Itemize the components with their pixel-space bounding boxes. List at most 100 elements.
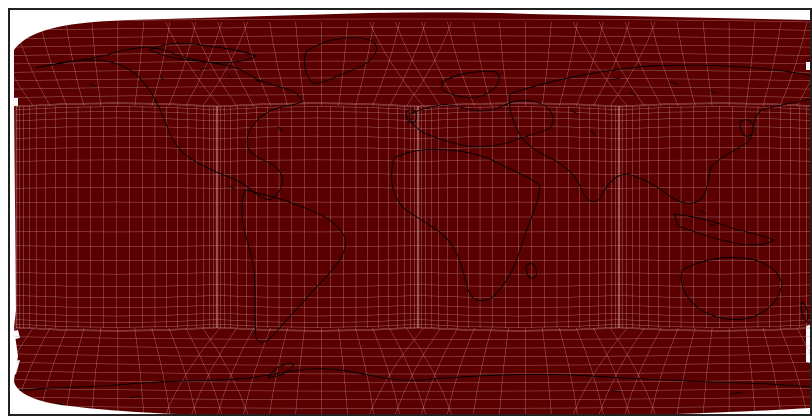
grid-polar-ray	[243, 21, 271, 107]
grid-polar-ray	[598, 21, 645, 107]
gap-left-lower	[10, 330, 20, 340]
grid-parallel	[417, 327, 620, 332]
grid-parallel	[15, 284, 218, 287]
coast-detail	[199, 67, 207, 71]
grid-polar-ring	[14, 353, 810, 358]
grid-polar-ring	[14, 69, 810, 73]
grid-parallel	[417, 103, 620, 108]
grid-parallel	[216, 304, 419, 308]
grid-polar-ray	[372, 327, 400, 414]
grid-polar-ray	[151, 327, 171, 414]
grid-polar-ray	[168, 327, 197, 414]
coast-uk	[405, 108, 417, 124]
grid-polar-ray	[473, 21, 492, 107]
grid-parallel	[216, 126, 419, 130]
grid-parallel	[417, 245, 620, 247]
grid-polar-ray	[395, 21, 441, 107]
grid-polar-ray	[395, 327, 441, 414]
coast-asia	[509, 64, 810, 204]
grid-polar-ring	[14, 94, 810, 98]
grid-parallel	[216, 106, 419, 111]
grid-polar-ray	[676, 327, 696, 414]
coast-antarctica	[14, 368, 810, 393]
grid-polar-ray	[573, 21, 628, 107]
grid-polar-ray	[65, 327, 85, 414]
grid-parallel	[15, 319, 218, 323]
grid-polar-ray	[499, 21, 509, 107]
grid-polar-ray	[593, 21, 630, 107]
grid-polar-ray	[406, 21, 452, 107]
grid-parallel	[618, 323, 810, 328]
coast-detail	[229, 185, 237, 191]
grid-polar-ray	[217, 21, 254, 107]
grid-polar-ring	[14, 344, 810, 349]
grid-parallel	[417, 319, 620, 323]
grid-polar-ring	[14, 35, 810, 40]
grid-parallel	[216, 173, 419, 175]
gap-left-bottom	[10, 360, 20, 376]
grid-parallel	[15, 103, 218, 108]
grid-parallel	[417, 106, 620, 111]
grid-polar-ring	[14, 85, 810, 90]
grid-polar-ray	[202, 21, 249, 107]
grid-polar-ray	[421, 327, 458, 414]
grid-polar-ray	[406, 327, 452, 414]
coast-detail	[589, 129, 597, 137]
grid-parallel	[417, 326, 620, 331]
grid-parallel	[417, 304, 620, 308]
grid-polar-ray	[542, 327, 552, 414]
grid-polar-ring	[14, 396, 810, 401]
grid-polar-ring	[14, 60, 810, 65]
grid-parallel	[417, 126, 620, 130]
panel-gaps	[10, 62, 810, 376]
grid-polar-ring	[14, 336, 810, 340]
grid-polar-ray	[14, 21, 34, 107]
coast-detail	[699, 209, 707, 215]
grid-parallel	[216, 319, 419, 323]
grid-parallel	[618, 147, 810, 150]
grid-parallel	[15, 272, 218, 275]
coast-antarctic-peninsula	[267, 363, 295, 379]
coast-greenland	[303, 37, 377, 85]
grid-parallel	[618, 295, 810, 299]
coast-detail	[709, 223, 717, 227]
grid-parallel	[618, 187, 810, 189]
grid-parallel	[216, 312, 419, 317]
grid-parallel	[618, 126, 810, 130]
coast-detail	[255, 79, 263, 83]
grid-polar-ray	[91, 21, 102, 107]
coast-detail	[729, 391, 743, 395]
grid-polar-ray	[702, 21, 713, 107]
grid-polar-ring	[14, 370, 810, 375]
grid-polar-ray	[168, 21, 197, 107]
grid-parallel	[417, 295, 620, 299]
grid-parallel	[216, 102, 419, 107]
grid-parallel	[216, 327, 419, 332]
grid-parallel	[216, 147, 419, 150]
grid-polar-ray	[624, 21, 662, 107]
grid-polar-ray	[185, 21, 223, 107]
grid-parallel	[15, 295, 218, 299]
grid-polar-ray	[762, 21, 782, 107]
grid-polar-ray	[338, 21, 348, 107]
coast-detail	[629, 91, 637, 97]
grid-parallel	[618, 259, 810, 261]
grid-parallel	[417, 159, 620, 162]
grid-polar-ray	[355, 21, 374, 107]
grid-parallel	[216, 326, 419, 331]
grid-parallel	[15, 323, 218, 328]
grid-parallel	[15, 135, 218, 139]
grid-polar-ray	[191, 21, 237, 107]
coast-detail	[159, 75, 165, 81]
coast-arctic-islands	[149, 42, 257, 64]
grid-polar-ray	[593, 327, 630, 414]
gap-right-lower	[806, 325, 810, 363]
grid-parallel	[15, 106, 218, 111]
coast-southeast-asia	[673, 213, 775, 246]
map-frame	[8, 8, 812, 416]
grid-parallel	[618, 106, 810, 111]
grid-polar-ray	[14, 327, 34, 414]
grid-polar-ray	[559, 327, 578, 414]
coast-new-zealand	[800, 301, 809, 323]
grid-polar-ray	[185, 327, 223, 414]
